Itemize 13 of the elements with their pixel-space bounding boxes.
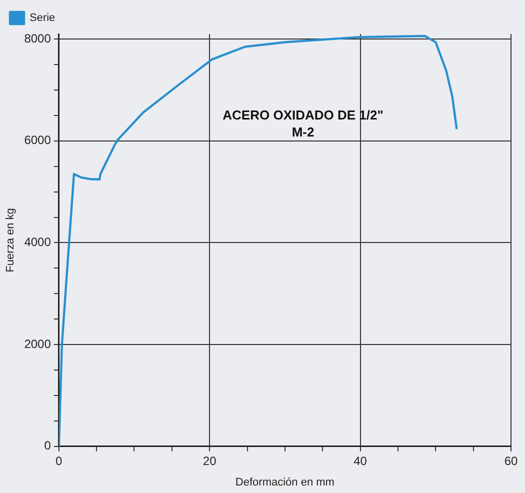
legend-label: Serie xyxy=(30,12,56,24)
y-tick-label: 8000 xyxy=(24,31,52,46)
y-tick-label: 4000 xyxy=(24,235,52,250)
y-tick-label: 0 xyxy=(44,438,52,453)
y-tick-label: 2000 xyxy=(24,336,52,351)
x-tick-label: 40 xyxy=(354,454,368,468)
x-axis-title: Deformación en mm xyxy=(235,476,334,488)
annotation: M-2 xyxy=(292,124,314,140)
y-tick-label: 6000 xyxy=(24,133,52,148)
y-axis-title: Fuerza en kg xyxy=(4,208,17,272)
x-tick-label: 60 xyxy=(504,454,518,468)
x-tick-label: 20 xyxy=(202,454,217,468)
x-tick-label: 0 xyxy=(56,454,63,468)
